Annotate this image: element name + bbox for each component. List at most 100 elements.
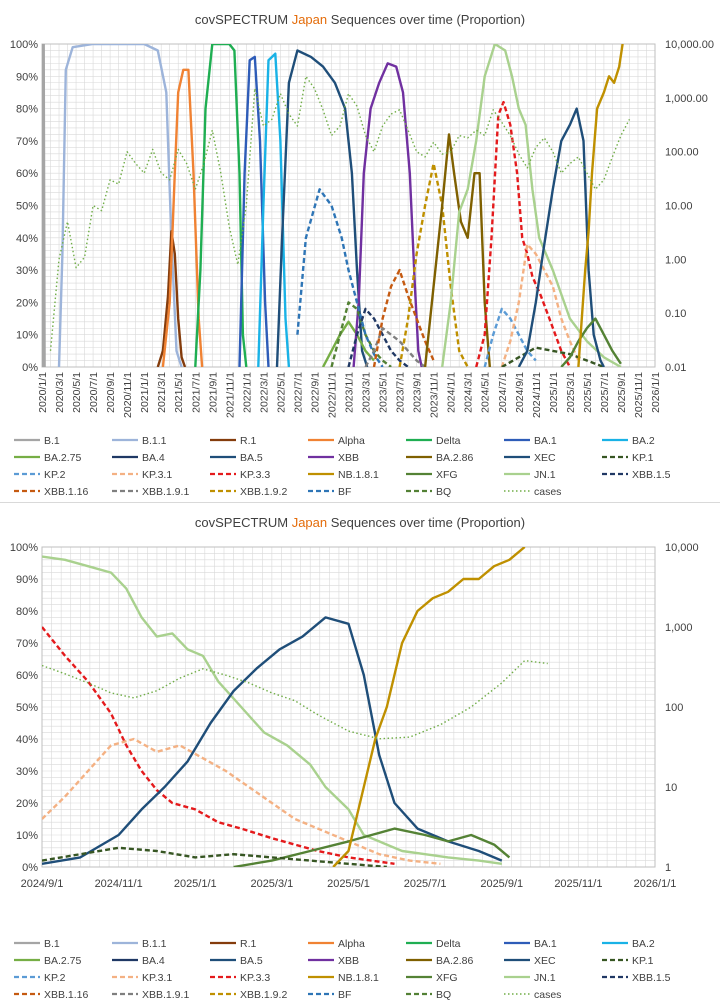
y-axis-right-tick-label: 0.01 [665, 362, 686, 374]
legend-label: XBB.1.16 [44, 486, 89, 498]
y-axis-left-tick-label: 30% [16, 265, 38, 277]
y-axis-right-tick-label: 10 [665, 782, 677, 794]
chart-top: covSPECTRUM Japan Sequences over time (P… [10, 12, 714, 498]
series-line-kp-3-3 [475, 100, 571, 367]
legend-label: XBB.1.9.2 [240, 989, 287, 1001]
x-axis-tick-label: 2024/11/1 [531, 372, 543, 418]
chart-title: covSPECTRUM Japan Sequences over time (P… [195, 12, 525, 27]
series-line-ba-2-75 [321, 320, 375, 367]
x-axis-tick-label: 2025/5/1 [582, 372, 594, 413]
x-axis-tick-label: 2021/7/1 [190, 372, 202, 413]
legend-label: XFG [436, 972, 458, 984]
x-axis-tick-label: 2024/7/1 [497, 372, 509, 413]
y-axis-left-tick-label: 80% [16, 104, 38, 116]
legend-label: KP.3.1 [142, 972, 172, 984]
x-axis-tick-label: 2020/1/1 [37, 372, 49, 413]
y-axis-left-tick-label: 90% [16, 71, 38, 83]
legend-label: KP.2 [44, 469, 66, 481]
y-axis-left-tick-label: 30% [16, 766, 38, 778]
legend-label: JN.1 [534, 972, 556, 984]
x-axis-tick-label: 2024/11/1 [95, 878, 143, 890]
legend-label: BA.2.75 [44, 955, 82, 967]
series-line-xbb-1-5 [347, 307, 409, 367]
legend-label: R.1 [240, 435, 257, 447]
x-axis-tick-label: 2020/9/1 [105, 372, 117, 413]
legend-label: KP.3.3 [240, 469, 270, 481]
x-axis-tick-label: 2025/11/1 [633, 372, 645, 418]
legend-label: BF [338, 989, 351, 1001]
x-axis-tick-label: 2022/11/1 [326, 372, 338, 418]
y-axis-right-tick-label: 1,000.00 [665, 93, 708, 105]
series-line-xec [42, 616, 503, 865]
legend-label: XEC [534, 955, 556, 967]
legend-label: XFG [436, 469, 458, 481]
x-axis-tick-label: 2020/7/1 [88, 372, 100, 413]
gridlines [41, 546, 656, 868]
x-axis-tick-label: 2025/1/1 [174, 878, 217, 890]
chart-panel-bottom: covSPECTRUM Japan Sequences over time (P… [0, 502, 720, 1002]
legend-label: KP.1 [632, 452, 654, 464]
x-axis-tick-label: 2025/11/1 [554, 878, 602, 890]
x-axis-tick-label: 2022/7/1 [292, 372, 304, 413]
x-axis-tick-label: 2020/5/1 [71, 372, 83, 413]
legend-label: BQ [436, 486, 451, 498]
y-axis-right-tick-label: 1,000 [665, 622, 693, 634]
series-line-ba-2 [257, 52, 291, 367]
x-axis-tick-label: 2021/11/1 [224, 372, 236, 418]
series-line-alpha [161, 68, 204, 367]
x-axis-tick-label: 2021/3/1 [156, 372, 168, 413]
legend-label: Delta [436, 435, 461, 447]
x-axis-tick-label: 2024/9/1 [21, 878, 64, 890]
series-line-b-1 [42, 44, 46, 367]
x-axis-tick-label: 2024/1/1 [446, 372, 458, 413]
series-line-xbb [352, 62, 423, 367]
x-axis-tick-label: 2025/1/1 [548, 372, 560, 413]
legend-label: BA.4 [142, 955, 165, 967]
x-axis-tick-label: 2022/1/1 [241, 372, 253, 413]
y-axis-left-tick-label: 90% [16, 574, 38, 586]
series-line-ba-2-86 [423, 133, 491, 367]
x-axis-tick-label: 2025/9/1 [616, 372, 628, 413]
series-line-nb-1-8-1 [332, 547, 526, 867]
gridlines [41, 43, 656, 368]
legend: B.1 B.1.1 R.1 Alpha Delta BA.1 BA.2 BA.2.75 BA.4… [14, 938, 671, 1001]
x-axis-tick-label: 2025/3/1 [565, 372, 577, 413]
x-axis-tick-label: 2024/5/1 [480, 372, 492, 413]
x-axis-tick-label: 2025/3/1 [250, 878, 293, 890]
legend-label: BQ [436, 989, 451, 1001]
legend-label: BA.2 [632, 435, 655, 447]
x-axis-tick-label: 2022/3/1 [258, 372, 270, 413]
legend-label: BA.2 [632, 938, 655, 950]
y-axis-left-tick-label: 60% [16, 670, 38, 682]
x-axis-tick-label: 2020/3/1 [54, 372, 66, 413]
legend-label: B.1.1 [142, 938, 167, 950]
legend: B.1 B.1.1 R.1 Alpha Delta BA.1 BA.2 BA.2.75 BA.4… [14, 435, 671, 498]
legend-label: XBB.1.9.1 [142, 989, 189, 1001]
x-axis-tick-label: 2025/7/1 [599, 372, 611, 413]
x-axis-tick-label: 2023/11/1 [429, 372, 441, 418]
y-axis-left-tick-label: 50% [16, 201, 38, 213]
legend-label: R.1 [240, 938, 257, 950]
legend-label: Alpha [338, 435, 365, 447]
legend-label: BA.5 [240, 452, 263, 464]
series-line-kp-2 [483, 307, 537, 367]
legend-label: BA.5 [240, 955, 263, 967]
x-axis-tick-label: 2022/9/1 [309, 372, 321, 413]
legend-label: XBB [338, 955, 359, 967]
series-line-kp-1 [42, 846, 387, 867]
legend-label: BA.1 [534, 938, 557, 950]
legend-label: JN.1 [534, 469, 556, 481]
legend-label: KP.3.3 [240, 972, 270, 984]
y-axis-right-tick-label: 10,000.00 [665, 39, 714, 51]
series-line-cases [49, 75, 631, 351]
legend-label: XBB.1.5 [632, 469, 671, 481]
legend-label: XBB.1.9.1 [142, 486, 189, 498]
y-axis-left-tick-label: 40% [16, 734, 38, 746]
y-axis-left-tick-label: 10% [16, 330, 38, 342]
x-axis-tick-label: 2023/5/1 [378, 372, 390, 413]
y-axis-left-tick-label: 0% [22, 362, 38, 374]
y-axis-left-tick-label: 70% [16, 136, 38, 148]
legend-label: cases [534, 486, 561, 498]
legend-label: B.1 [44, 435, 60, 447]
legend-label: KP.1 [632, 955, 654, 967]
